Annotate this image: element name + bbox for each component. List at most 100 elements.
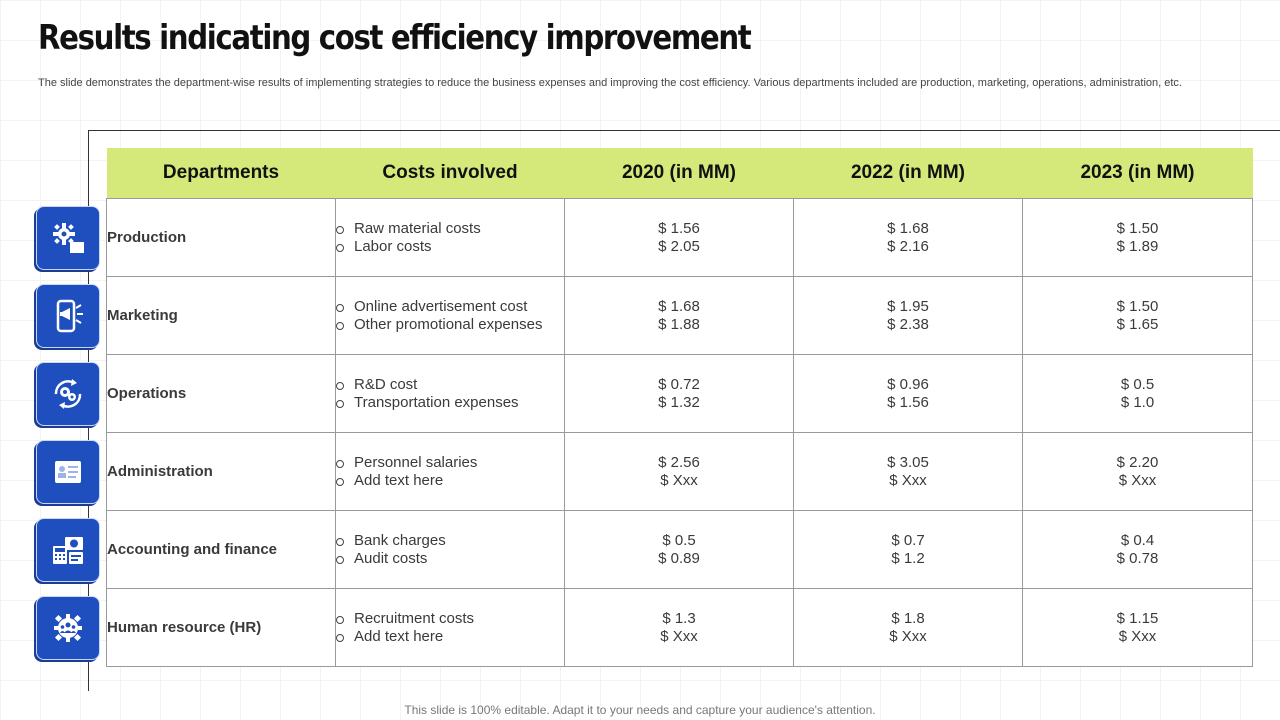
cost-value: $ 0.78 [1116,549,1159,567]
cost-table: Departments Costs involved 2020 (in MM) … [106,148,1253,667]
cost-item: Online advertisement cost [336,298,564,316]
marketing-phone-megaphone-icon [36,284,100,348]
costs-cell: Personnel salaries Add text here [335,432,565,511]
cost-value: $ 1.50 [1116,219,1159,237]
cost-value: $ 0.96 [887,375,929,393]
cost-item-label: R&D cost [354,375,418,393]
bullet-circle-icon [336,460,344,468]
cost-value: $ 1.15 [1116,609,1159,627]
cost-value: $ Xxx [889,471,927,489]
footer-note: This slide is 100% editable. Adapt it to… [404,703,876,717]
value-cell-y2020: $ 1.56 $ 2.05 [564,198,794,277]
administration-id-card-icon [36,440,100,504]
cost-value: $ 0.5 [662,531,696,549]
value-cell-y2023: $ 2.20 $ Xxx [1022,432,1253,511]
bullet-circle-icon [336,226,344,234]
page-subtitle: The slide demonstrates the department-wi… [38,77,1182,89]
cost-value: $ 1.56 [887,393,929,411]
cost-item-label: Add text here [354,627,444,645]
cost-value: $ 1.88 [658,315,700,333]
value-cell-y2022: $ 1.8 $ Xxx [793,588,1023,667]
cost-value: $ 1.50 [1116,297,1159,315]
cost-item-label: Labor costs [354,237,432,255]
department-cell: Production [106,198,336,277]
cost-value: $ Xxx [660,471,698,489]
cost-value: $ 1.0 [1120,393,1155,411]
cost-value: $ Xxx [1118,627,1157,645]
costs-cell: Recruitment costs Add text here [335,588,565,667]
cost-value: $ 2.05 [658,237,700,255]
value-cell-y2020: $ 0.5 $ 0.89 [564,510,794,589]
costs-cell: Online advertisement cost Other promotion… [335,276,565,355]
cost-value: $ Xxx [1118,471,1157,489]
bullet-circle-icon [336,322,344,330]
table-row: Production Raw material costs Labor costs $… [106,198,1253,277]
cost-value: $ 1.2 [891,549,925,567]
value-cell-y2020: $ 2.56 $ Xxx [564,432,794,511]
cost-item-label: Audit costs [354,549,428,567]
cost-value: $ 1.56 [658,219,700,237]
cost-item: Recruitment costs [336,610,564,628]
page-title: Results indicating cost efficiency impro… [38,18,752,58]
cost-item: Personnel salaries [336,454,564,472]
cost-item-label: Transportation expenses [354,393,519,411]
cost-value: $ 2.16 [887,237,929,255]
operations-cycle-gears-icon [36,362,100,426]
department-cell: Operations [106,354,336,433]
cost-value: $ Xxx [889,627,927,645]
hr-people-gear-icon [36,596,100,660]
cost-item: Bank charges [336,532,564,550]
cost-value: $ Xxx [660,627,698,645]
value-cell-y2022: $ 1.95 $ 2.38 [793,276,1023,355]
cost-value: $ 0.4 [1120,531,1155,549]
bullet-circle-icon [336,478,344,486]
bullet-circle-icon [336,538,344,546]
cost-item-label: Raw material costs [354,219,481,237]
cost-value: $ 1.3 [662,609,696,627]
cost-value: $ 3.05 [887,453,929,471]
department-cell: Administration [106,432,336,511]
cost-value: $ 1.65 [1116,315,1159,333]
bullet-circle-icon [336,616,344,624]
cost-item-label: Personnel salaries [354,453,478,471]
costs-cell: Bank charges Audit costs [335,510,565,589]
costs-cell: Raw material costs Labor costs [335,198,565,277]
cost-item: Audit costs [336,550,564,568]
cost-item-label: Other promotional expenses [354,315,543,333]
cost-value: $ 2.38 [887,315,929,333]
cost-value: $ 1.95 [887,297,929,315]
cost-value: $ 1.89 [1116,237,1159,255]
bullet-circle-icon [336,634,344,642]
value-cell-y2023: $ 1.15 $ Xxx [1022,588,1253,667]
cost-item: Other promotional expenses [336,316,564,334]
cost-value: $ 2.56 [658,453,700,471]
cost-item-label: Bank charges [354,531,446,549]
bullet-circle-icon [336,382,344,390]
table-row: Human resource (HR) Recruitment costs Add … [106,588,1253,667]
cost-item: Add text here [336,472,564,490]
value-cell-y2023: $ 1.50 $ 1.89 [1022,198,1253,277]
bullet-circle-icon [336,556,344,564]
bullet-circle-icon [336,304,344,312]
cost-item: Add text here [336,628,564,646]
value-cell-y2022: $ 0.7 $ 1.2 [793,510,1023,589]
cost-value: $ 0.89 [658,549,700,567]
table-row: Operations R&D cost Transportation expense… [106,354,1253,433]
value-cell-y2023: $ 1.50 $ 1.65 [1022,276,1253,355]
cost-value: $ 1.8 [891,609,925,627]
cost-value: $ 2.20 [1116,453,1159,471]
header-costs-involved: Costs involved [335,148,565,199]
production-gear-icon [36,206,100,270]
table-header-row: Departments Costs involved 2020 (in MM) … [106,148,1253,199]
accounting-finance-icon [36,518,100,582]
cost-value: $ 1.32 [658,393,700,411]
header-2022: 2022 (in MM) [793,148,1023,199]
value-cell-y2020: $ 1.68 $ 1.88 [564,276,794,355]
table-row: Marketing Online advertisement cost Other … [106,276,1253,355]
header-2023: 2023 (in MM) [1022,148,1253,199]
cost-value: $ 0.72 [658,375,700,393]
cost-item: R&D cost [336,376,564,394]
cost-item: Labor costs [336,238,564,256]
cost-value: $ 1.68 [658,297,700,315]
costs-cell: R&D cost Transportation expenses [335,354,565,433]
